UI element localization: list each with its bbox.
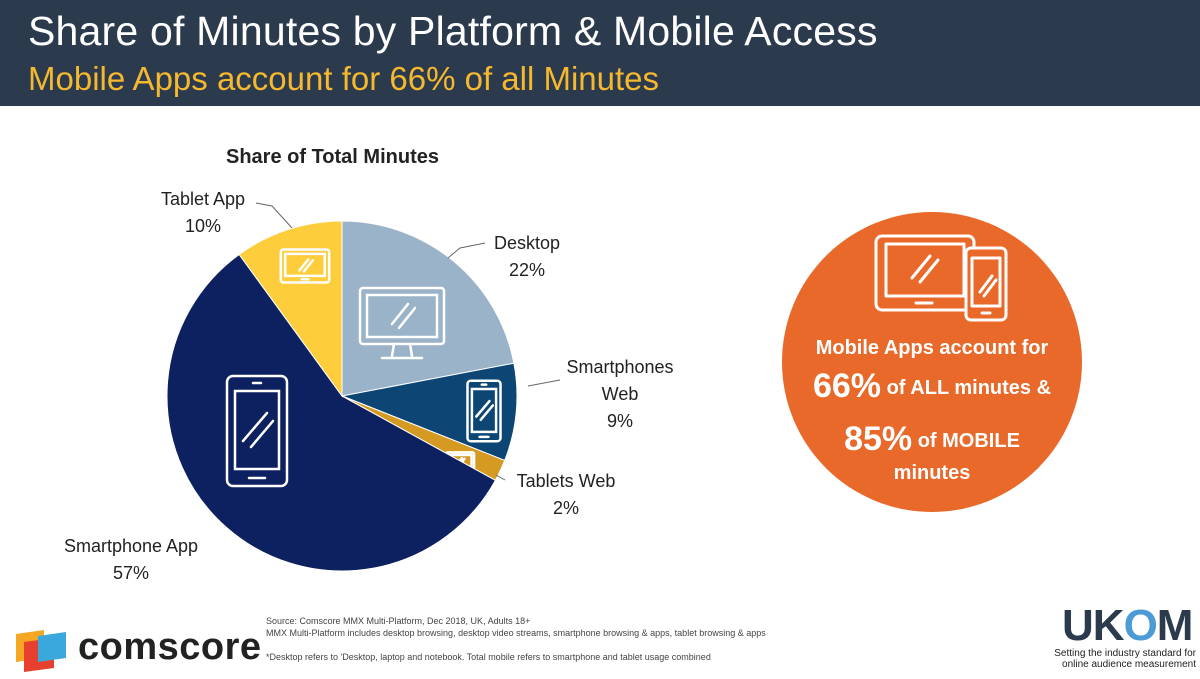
tablet-icon <box>279 248 331 284</box>
callout-line3: 85% of MOBILE <box>782 420 1082 459</box>
source-note: Source: Comscore MMX Multi-Platform, Dec… <box>266 615 766 639</box>
header-bar: Share of Minutes by Platform & Mobile Ac… <box>0 0 1200 106</box>
leader-line-tablets-web <box>495 474 506 481</box>
pie-slice-desktop <box>341 220 515 397</box>
leader-line-desktop <box>447 242 486 259</box>
callout-line3-text: of MOBILE <box>912 430 1020 452</box>
slice-label-line: Smartphone App <box>63 536 199 556</box>
leader-line-tablet-app <box>255 202 293 229</box>
smartphone-icon <box>466 379 502 443</box>
slice-label-line: 22% <box>508 260 546 280</box>
slice-label-line: 10% <box>184 216 222 236</box>
slice-label-desktop: Desktop 22% <box>494 230 560 284</box>
callout-circle <box>782 212 1082 512</box>
ukom-m: M <box>1156 601 1194 650</box>
smartphone-icon <box>225 374 289 488</box>
slice-label-tablet-app: Tablet App 10% <box>161 186 245 240</box>
page-title: Share of Minutes by Platform & Mobile Ac… <box>28 8 878 54</box>
source-line2: MMX Multi-Platform includes desktop brow… <box>266 628 766 638</box>
slice-label-smartphones-web: Smartphones Web 9% <box>566 354 673 435</box>
callout-line2: 66% of ALL minutes & <box>782 367 1082 406</box>
footnote: *Desktop refers to 'Desktop, laptop and … <box>266 652 711 662</box>
page-subtitle: Mobile Apps account for 66% of all Minut… <box>28 60 660 97</box>
source-line1: Source: Comscore MMX Multi-Platform, Dec… <box>266 616 531 626</box>
callout-85-percent: 85% <box>844 420 913 458</box>
slice-label-line: Tablets Web <box>516 471 616 491</box>
slice-label-line: Web <box>601 384 639 404</box>
callout-line4: minutes <box>893 462 971 484</box>
slice-label-line: 2% <box>552 498 579 518</box>
desktop-monitor-icon <box>358 286 446 360</box>
callout-66-percent: 66% <box>812 367 882 405</box>
slice-label-line: 9% <box>606 411 633 431</box>
pie-slice-tablet-app <box>238 220 343 398</box>
ukom-uk: UK <box>1062 601 1125 650</box>
callout-line2-text: of ALL minutes & <box>881 377 1052 399</box>
slice-label-line: Desktop <box>493 233 561 253</box>
pie-slice-smartphones-web <box>340 362 518 462</box>
comscore-logo-icon <box>16 630 66 672</box>
ukom-logo: UKOM <box>1062 601 1194 650</box>
chart-title: Share of Total Minutes <box>226 146 439 168</box>
slice-label-line: Smartphones <box>566 357 674 377</box>
slice-label-line: Tablet App <box>160 189 246 209</box>
slice-label-tablets-web: Tablets Web 2% <box>517 468 616 522</box>
slice-label-line: 57% <box>112 563 150 583</box>
pie-slice-smartphone-app <box>166 253 497 572</box>
ukom-tagline: Setting the industry standard for online… <box>1054 648 1196 670</box>
comscore-wordmark: comscore <box>78 626 262 668</box>
leader-line-smartphones-web <box>527 379 561 387</box>
slice-label-smartphone-app: Smartphone App 57% <box>64 533 198 587</box>
tablet-and-phone-icon <box>874 234 1008 322</box>
ukom-o: O <box>1123 601 1158 650</box>
callout-line1: Mobile Apps account for <box>815 337 1049 359</box>
